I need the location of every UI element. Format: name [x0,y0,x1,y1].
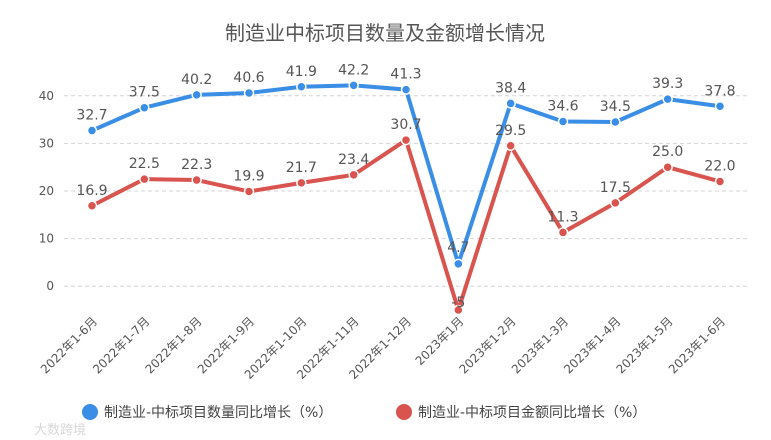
data-label: 16.9 [76,183,107,199]
data-point[interactable] [400,134,412,146]
data-label: 30.7 [390,117,421,133]
data-point[interactable] [453,304,464,316]
data-label: 19.9 [233,168,264,184]
legend-label[interactable]: 制造业-中标项目数量同比增长（%） [104,405,332,421]
y-tick-label: 0 [46,279,54,293]
data-label: 17.5 [600,180,631,196]
data-point[interactable] [191,174,202,186]
series-lines [86,80,726,316]
legend-label[interactable]: 制造业-中标项目金额同比增长（%） [418,405,646,421]
data-point[interactable] [662,93,673,105]
data-point[interactable] [191,89,202,101]
data-point[interactable] [243,186,255,197]
y-tick-label: 40 [39,89,54,103]
data-label: 22.0 [704,158,735,174]
data-label: 39.3 [652,76,683,92]
data-point[interactable] [714,101,726,112]
y-tick-label: 10 [39,232,54,246]
data-label: 34.6 [547,99,578,115]
data-label: 40.6 [233,70,264,86]
data-label: 32.7 [76,108,107,124]
data-point[interactable] [139,173,150,185]
data-point[interactable] [139,102,150,113]
data-point[interactable] [610,116,621,128]
data-label: 4.7 [447,240,469,256]
data-label: 23.4 [338,152,369,168]
data-point[interactable] [557,227,569,238]
data-point[interactable] [296,81,307,93]
data-point[interactable] [610,197,621,209]
data-point[interactable] [243,87,255,99]
chart-title: 制造业中标项目数量及金额增长情况 [225,21,545,45]
data-label: 37.8 [704,83,735,99]
data-label: 29.5 [495,123,526,139]
data-point[interactable] [557,116,569,127]
data-label: 34.5 [600,99,631,115]
y-axis: 0 10 20 30 40 [39,89,54,293]
data-label: 40.2 [181,72,212,88]
data-point[interactable] [505,140,516,152]
data-point[interactable] [400,84,412,95]
data-label: -5 [451,295,465,311]
legend-marker[interactable] [82,404,98,420]
x-tick-label: 2023年1月 [413,314,467,368]
y-tick-label: 30 [39,136,54,150]
data-point[interactable] [453,258,464,270]
watermark: 大数跨境 [34,423,86,438]
data-label: 21.7 [286,160,317,176]
data-label: 22.5 [129,156,160,172]
data-label: 25.0 [652,144,683,160]
data-labels: 32.7 37.5 40.2 40.6 41.9 42.2 41.3 4.7 38.4 34.6 3… [76,62,735,311]
data-label: 41.3 [390,67,421,83]
data-label: 37.5 [129,85,160,101]
data-point[interactable] [296,177,307,189]
y-tick-label: 20 [39,184,54,198]
data-label: 11.3 [547,209,578,225]
data-label: 42.2 [338,62,369,78]
legend-marker[interactable] [396,404,412,420]
data-point[interactable] [714,176,726,187]
data-label: 38.4 [495,80,526,96]
data-point[interactable] [348,80,359,91]
data-point[interactable] [86,200,98,212]
x-axis: 2022年1-6月2022年1-7月2022年1-8月2022年1-9月2022… [38,314,728,382]
data-label: 22.3 [181,157,212,173]
data-point[interactable] [348,169,359,181]
data-point[interactable] [86,125,98,136]
data-point[interactable] [505,98,516,109]
data-label: 41.9 [286,64,317,80]
legend[interactable]: 制造业-中标项目数量同比增长（%） 制造业-中标项目金额同比增长（%） [82,404,646,421]
data-point[interactable] [662,161,673,173]
